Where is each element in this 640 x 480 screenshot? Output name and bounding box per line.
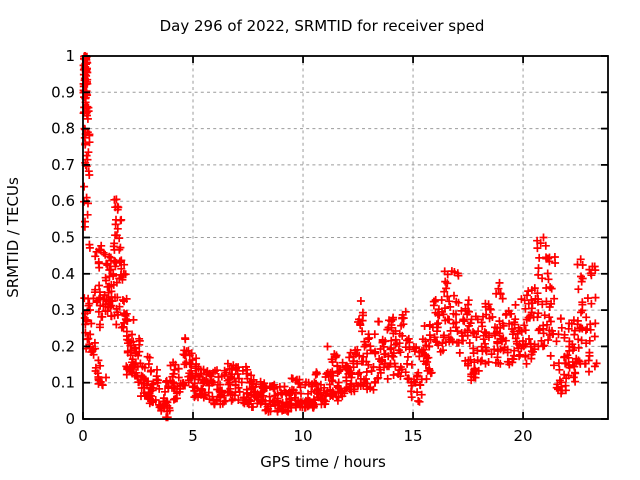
scatter-points (79, 52, 601, 422)
y-tick-label: 0.7 (51, 156, 75, 174)
x-tick-label: 20 (514, 427, 533, 445)
x-tick-label: 10 (293, 427, 312, 445)
y-tick-labels: 0 0.1 0.2 0.3 0.4 0.5 0.6 0.7 0.8 0.9 1 (51, 47, 75, 428)
y-tick-label: 0.3 (51, 301, 75, 319)
x-tick-labels: 0 5 10 15 20 (78, 427, 532, 445)
x-tick-label: 5 (188, 427, 198, 445)
x-tick-label: 0 (78, 427, 88, 445)
y-tick-label: 0.4 (51, 265, 75, 283)
y-tick-label: 0.8 (51, 120, 75, 138)
x-tick-label: 15 (404, 427, 423, 445)
x-axis-label: GPS time / hours (260, 453, 386, 471)
y-tick-label: 0 (65, 410, 75, 428)
axis-ticks (82, 55, 608, 420)
y-tick-label: 0.1 (51, 374, 75, 392)
y-tick-label: 1 (65, 47, 75, 65)
y-axis-label: SRMTID / TECUs (4, 177, 22, 298)
srmtid-series-markers (79, 52, 601, 422)
y-tick-label: 0.2 (51, 337, 75, 355)
y-tick-label: 0.6 (51, 192, 75, 210)
chart-title: Day 296 of 2022, SRMTID for receiver spe… (160, 17, 485, 35)
y-tick-label: 0.9 (51, 83, 75, 101)
y-tick-label: 0.5 (51, 229, 75, 247)
